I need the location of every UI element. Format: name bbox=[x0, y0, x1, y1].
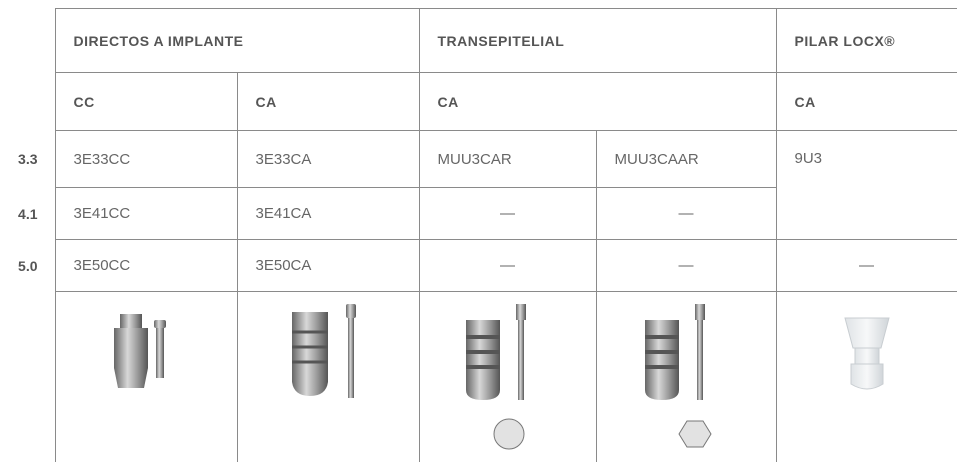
image-cell bbox=[55, 292, 237, 462]
cell: MUU3CAAR bbox=[596, 131, 776, 188]
subheader-row: CC CA CA CA bbox=[0, 73, 957, 131]
image-cell bbox=[776, 292, 957, 462]
product-image bbox=[56, 292, 236, 457]
cell: 3E33CC bbox=[55, 131, 237, 188]
product-image bbox=[777, 292, 957, 457]
header-row: DIRECTOS A IMPLANTE TRANSEPITELIAL PILAR… bbox=[0, 9, 957, 73]
cell: 9U3 bbox=[776, 131, 957, 240]
subheader-cell: CC bbox=[55, 73, 237, 131]
cell: 3E50CC bbox=[55, 240, 237, 292]
cell: — bbox=[596, 188, 776, 240]
data-row: 5.0 3E50CC 3E50CA — — — bbox=[0, 240, 957, 292]
header-cell: DIRECTOS A IMPLANTE bbox=[55, 9, 419, 73]
product-image bbox=[597, 292, 777, 457]
product-table: DIRECTOS A IMPLANTE TRANSEPITELIAL PILAR… bbox=[0, 8, 957, 462]
product-image bbox=[238, 292, 418, 457]
header-cell: PILAR LOCX® bbox=[776, 9, 957, 73]
row-label: 5.0 bbox=[0, 240, 55, 292]
image-row bbox=[0, 292, 957, 462]
cell: 3E50CA bbox=[237, 240, 419, 292]
subheader-cell: CA bbox=[776, 73, 957, 131]
cell: — bbox=[419, 240, 596, 292]
data-row: 3.3 3E33CC 3E33CA MUU3CAR MUU3CAAR 9U3 bbox=[0, 131, 957, 188]
cell: — bbox=[419, 188, 596, 240]
image-cell bbox=[419, 292, 596, 462]
row-label: 3.3 bbox=[0, 131, 55, 188]
cell: — bbox=[776, 240, 957, 292]
cell: MUU3CAR bbox=[419, 131, 596, 188]
image-cell bbox=[237, 292, 419, 462]
empty-cell bbox=[0, 9, 55, 73]
image-cell bbox=[596, 292, 776, 462]
empty-cell bbox=[0, 73, 55, 131]
row-label: 4.1 bbox=[0, 188, 55, 240]
cell: 3E41CA bbox=[237, 188, 419, 240]
empty-cell bbox=[0, 292, 55, 462]
subheader-cell: CA bbox=[419, 73, 776, 131]
product-image bbox=[420, 292, 597, 457]
header-cell: TRANSEPITELIAL bbox=[419, 9, 776, 73]
cell: 3E33CA bbox=[237, 131, 419, 188]
subheader-cell: CA bbox=[237, 73, 419, 131]
cell: — bbox=[596, 240, 776, 292]
cell: 3E41CC bbox=[55, 188, 237, 240]
